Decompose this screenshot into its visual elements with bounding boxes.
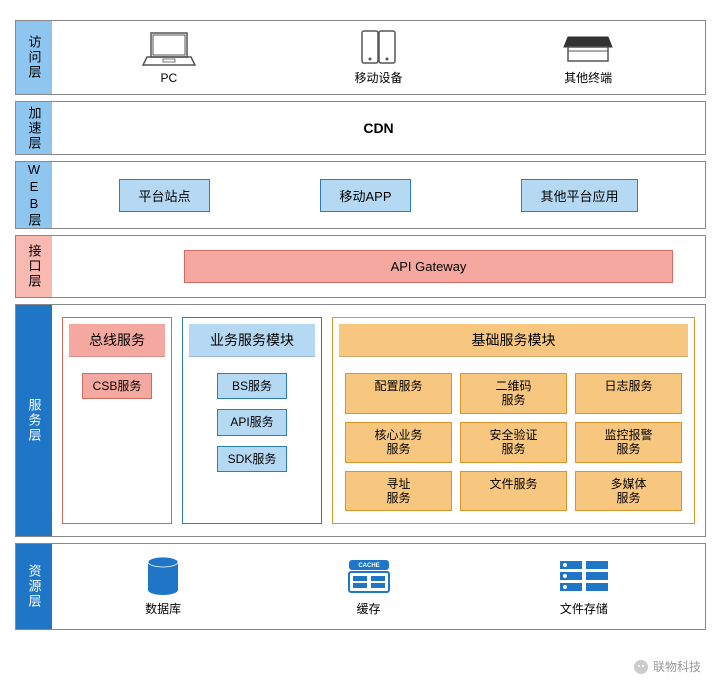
layer-access: 访问层 PC 移动设备: [15, 20, 706, 95]
resource-label: 缓存: [356, 600, 380, 617]
watermark-text: 联物科技: [653, 658, 701, 675]
device-label: 移动设备: [354, 69, 402, 86]
device-other: 其他终端: [558, 29, 618, 86]
layer-service: 服务层 总线服务 CSB服务 业务服务模块 BS服务 API服务 SDK服务 基…: [15, 304, 706, 537]
resource-content: 数据库 CACHE 缓存: [52, 544, 705, 629]
layer-label-resource: 资源层: [16, 544, 52, 629]
layer-interface: 接口层 API Gateway: [15, 235, 706, 298]
web-content: 平台站点 移动APP 其他平台应用: [52, 162, 705, 228]
resource-storage: 文件存储: [556, 556, 612, 617]
layer-accel: 加速层 CDN: [15, 101, 706, 155]
base-grid: 配置服务二维码 服务日志服务核心业务 服务安全验证 服务监控报警 服务寻址 服务…: [339, 373, 688, 517]
biz-item-api: API服务: [217, 409, 287, 435]
resource-db: 数据库: [145, 556, 181, 617]
base-item-4: 安全验证 服务: [460, 422, 567, 463]
base-item-3: 核心业务 服务: [345, 422, 452, 463]
cache-icon: CACHE: [344, 556, 394, 596]
layer-label-access: 访问层: [16, 21, 52, 94]
base-item-2: 日志服务: [575, 373, 682, 414]
interface-content: API Gateway: [52, 236, 705, 297]
base-item-1: 二维码 服务: [460, 373, 567, 414]
base-header: 基础服务模块: [339, 324, 688, 357]
wechat-icon: [633, 659, 649, 675]
biz-header: 业务服务模块: [189, 324, 315, 357]
access-content: PC 移动设备 其他终端: [52, 21, 705, 94]
base-column: 基础服务模块 配置服务二维码 服务日志服务核心业务 服务安全验证 服务监控报警 …: [332, 317, 695, 524]
device-mobile: 移动设备: [348, 29, 408, 86]
api-gateway-box: API Gateway: [184, 250, 673, 283]
device-label: PC: [160, 71, 177, 85]
layer-label-web: WEB层: [16, 162, 52, 228]
device-pc: PC: [139, 31, 199, 85]
resource-cache: CACHE 缓存: [344, 556, 394, 617]
accel-content: CDN: [52, 102, 705, 154]
storage-icon: [556, 556, 612, 596]
biz-item-bs: BS服务: [217, 373, 287, 399]
service-content: 总线服务 CSB服务 业务服务模块 BS服务 API服务 SDK服务 基础服务模…: [52, 305, 705, 536]
scanner-icon: [558, 29, 618, 67]
base-item-0: 配置服务: [345, 373, 452, 414]
layer-label-interface: 接口层: [16, 236, 52, 297]
base-item-6: 寻址 服务: [345, 471, 452, 512]
resource-label: 数据库: [145, 600, 181, 617]
laptop-icon: [139, 31, 199, 69]
device-label: 其他终端: [564, 69, 612, 86]
web-box-platform: 平台站点: [119, 179, 209, 212]
base-item-7: 文件服务: [460, 471, 567, 512]
base-item-8: 多媒体 服务: [575, 471, 682, 512]
layer-resource: 资源层 数据库 CACHE: [15, 543, 706, 630]
layer-web: WEB层 平台站点 移动APP 其他平台应用: [15, 161, 706, 229]
web-box-other: 其他平台应用: [521, 179, 637, 212]
base-item-5: 监控报警 服务: [575, 422, 682, 463]
bus-item-csb: CSB服务: [82, 373, 152, 399]
biz-column: 业务服务模块 BS服务 API服务 SDK服务: [182, 317, 322, 524]
watermark: 联物科技: [633, 658, 701, 675]
bus-column: 总线服务 CSB服务: [62, 317, 172, 524]
layer-label-accel: 加速层: [16, 102, 52, 154]
database-icon: [145, 556, 181, 596]
svg-text:CACHE: CACHE: [358, 563, 379, 569]
layer-label-service: 服务层: [16, 305, 52, 536]
web-box-app: 移动APP: [320, 179, 410, 212]
resource-label: 文件存储: [560, 600, 608, 617]
mobile-icon: [348, 29, 408, 67]
bus-header: 总线服务: [69, 324, 165, 357]
cdn-label: CDN: [64, 110, 693, 146]
biz-item-sdk: SDK服务: [217, 446, 287, 472]
